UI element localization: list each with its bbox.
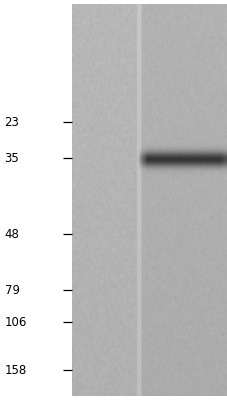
Text: 35: 35 <box>5 152 19 164</box>
Text: 106: 106 <box>5 316 27 328</box>
Text: 79: 79 <box>5 284 20 296</box>
Text: 158: 158 <box>5 364 27 376</box>
Text: 23: 23 <box>5 116 19 128</box>
Text: 48: 48 <box>5 228 19 240</box>
